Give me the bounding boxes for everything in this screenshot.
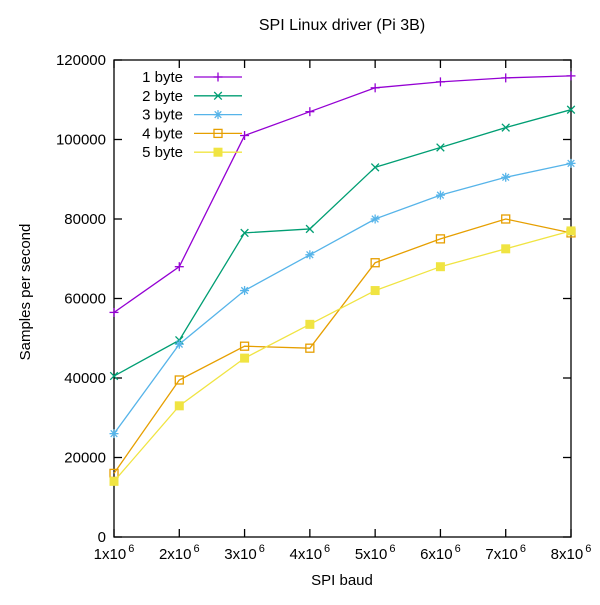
series-line bbox=[113, 218, 572, 474]
legend-label: 1 byte bbox=[142, 69, 183, 86]
legend-entry-1-byte: 1 byte bbox=[142, 69, 242, 86]
y-tick-label: 100000 bbox=[56, 132, 106, 149]
x-axis-label: SPI baud bbox=[311, 572, 373, 589]
marker-asterisk bbox=[109, 429, 119, 439]
series-line bbox=[113, 109, 572, 377]
marker-asterisk bbox=[370, 214, 380, 224]
marker-asterisk bbox=[240, 286, 250, 296]
marker-asterisk bbox=[305, 250, 315, 260]
legend-label: 4 byte bbox=[142, 125, 183, 142]
marker-asterisk bbox=[174, 339, 184, 349]
x-tick-label: 2x10 6 bbox=[159, 543, 200, 563]
x-tick-label: 4x10 6 bbox=[290, 543, 331, 563]
marker-asterisk bbox=[213, 110, 223, 120]
x-tick-label: 1x10 6 bbox=[94, 543, 135, 563]
x-tick-label: 8x10 6 bbox=[551, 543, 592, 563]
y-tick-label: 20000 bbox=[64, 450, 106, 467]
series-2-byte bbox=[109, 105, 576, 381]
marker-cross bbox=[370, 163, 380, 172]
y-tick-label: 120000 bbox=[56, 52, 106, 69]
y-tick-label: 0 bbox=[98, 529, 106, 546]
marker-cross bbox=[213, 91, 223, 101]
marker-asterisk bbox=[501, 172, 511, 182]
marker-filled-square bbox=[435, 262, 445, 272]
marker-cross bbox=[305, 224, 315, 234]
series-1-byte bbox=[109, 71, 576, 317]
marker-open-square bbox=[435, 234, 446, 244]
series-line bbox=[113, 230, 572, 482]
marker-open-square bbox=[239, 341, 250, 351]
y-tick-label: 40000 bbox=[64, 370, 106, 387]
marker-filled-square bbox=[109, 476, 119, 486]
marker-plus bbox=[305, 107, 315, 117]
marker-filled-square bbox=[370, 286, 380, 296]
legend-entry-5-byte: 5 byte bbox=[142, 144, 242, 161]
marker-plus bbox=[435, 77, 445, 87]
plot-frame: 1x10 6 2x10 6 3x10 6 4x10 6 5x10 6 6x10 6 7x10 6 8x10 6… bbox=[56, 52, 591, 563]
marker-filled-square bbox=[213, 147, 223, 157]
y-tick-label: 60000 bbox=[64, 291, 106, 308]
series-3-byte bbox=[109, 158, 576, 439]
legend-label: 2 byte bbox=[142, 88, 183, 105]
y-axis-label: Samples per second bbox=[17, 224, 34, 361]
x-tick-label: 3x10 6 bbox=[224, 543, 265, 563]
marker-plus bbox=[213, 72, 223, 82]
marker-plus bbox=[240, 131, 250, 141]
marker-cross bbox=[436, 143, 445, 152]
marker-open-square bbox=[174, 375, 184, 385]
series-layer bbox=[109, 71, 576, 486]
legend-entry-4-byte: 4 byte bbox=[142, 125, 242, 142]
x-tick-label: 7x10 6 bbox=[485, 543, 526, 563]
series-line bbox=[113, 75, 572, 313]
marker-open-square bbox=[370, 258, 380, 268]
marker-plus bbox=[109, 307, 119, 317]
marker-filled-square bbox=[501, 244, 511, 254]
marker-filled-square bbox=[305, 319, 315, 329]
marker-plus bbox=[174, 262, 184, 272]
marker-asterisk bbox=[435, 190, 445, 200]
marker-open-square bbox=[305, 343, 315, 353]
legend-entry-2-byte: 2 byte bbox=[142, 88, 242, 105]
marker-filled-square bbox=[174, 401, 184, 411]
marker-cross bbox=[501, 123, 510, 132]
chart-title: SPI Linux driver (Pi 3B) bbox=[259, 17, 425, 34]
y-tick-label: 80000 bbox=[64, 211, 106, 228]
marker-plus bbox=[501, 73, 511, 83]
marker-cross bbox=[566, 105, 576, 114]
marker-cross bbox=[240, 228, 249, 238]
marker-asterisk bbox=[566, 158, 576, 168]
marker-open-square bbox=[501, 214, 511, 224]
x-tick-label: 5x10 6 bbox=[355, 543, 396, 563]
marker-plus bbox=[566, 71, 576, 81]
x-tick-label: 6x10 6 bbox=[420, 543, 461, 563]
series-5-byte bbox=[109, 226, 576, 486]
marker-filled-square bbox=[566, 226, 576, 236]
marker-plus bbox=[370, 83, 380, 93]
legend-label: 5 byte bbox=[142, 144, 183, 161]
legend-entry-3-byte: 3 byte bbox=[142, 107, 242, 124]
marker-filled-square bbox=[240, 353, 250, 363]
legend-label: 3 byte bbox=[142, 107, 183, 124]
marker-cross bbox=[109, 371, 119, 381]
series-line bbox=[113, 162, 572, 435]
marker-open-square bbox=[213, 128, 223, 139]
